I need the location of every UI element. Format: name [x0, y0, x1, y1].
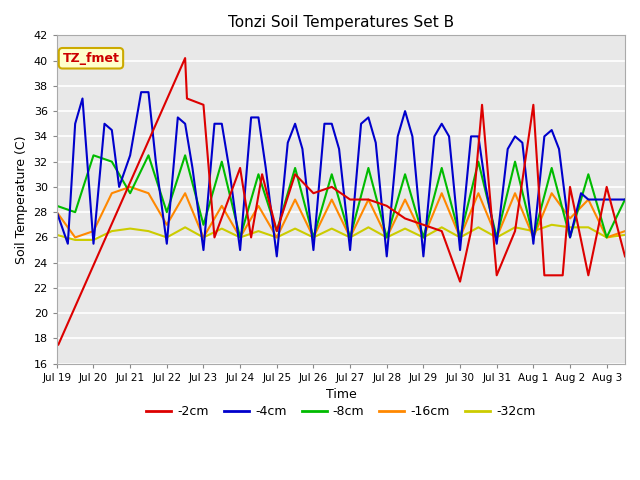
- X-axis label: Time: Time: [326, 388, 356, 401]
- Y-axis label: Soil Temperature (C): Soil Temperature (C): [15, 135, 28, 264]
- Text: TZ_fmet: TZ_fmet: [63, 52, 120, 65]
- Title: Tonzi Soil Temperatures Set B: Tonzi Soil Temperatures Set B: [228, 15, 454, 30]
- Legend: -2cm, -4cm, -8cm, -16cm, -32cm: -2cm, -4cm, -8cm, -16cm, -32cm: [141, 400, 541, 423]
